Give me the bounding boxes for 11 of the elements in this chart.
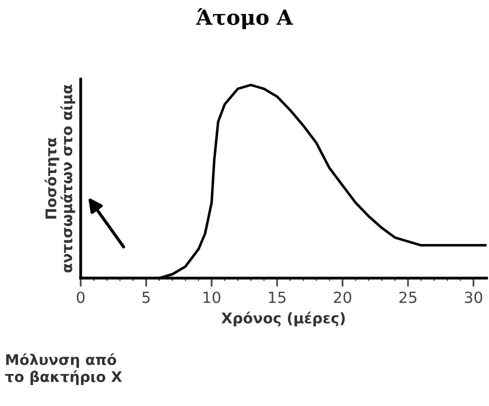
x-tick-label: 30 xyxy=(464,292,482,304)
chart-title: Άτομο Α xyxy=(196,8,294,30)
x-tick-label: 10 xyxy=(204,292,220,304)
x-axis-title: Χρόνος (μέρες) xyxy=(222,312,345,326)
x-tick-label: 5 xyxy=(142,292,150,304)
x-tick-label: 20 xyxy=(334,292,352,304)
text: Μόλυνση από το βακτήριο X xyxy=(5,353,122,385)
x-tick-label: 25 xyxy=(399,292,416,304)
x-tick-label: 0 xyxy=(76,292,85,304)
y-axis-title: Ποσότητα αντισωμάτων στο αίμα xyxy=(44,84,76,272)
x-tick-label: 15 xyxy=(269,292,286,304)
